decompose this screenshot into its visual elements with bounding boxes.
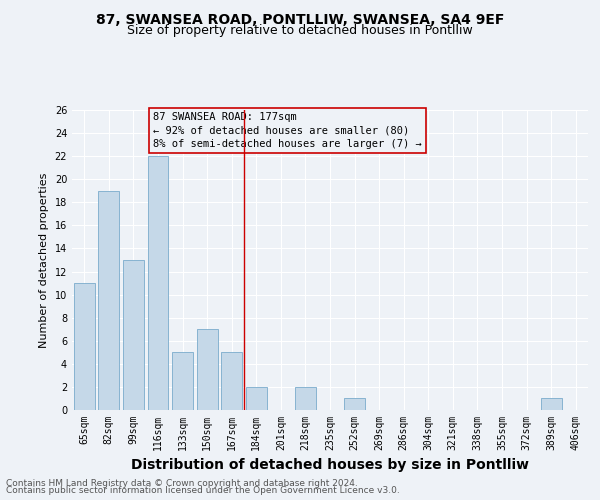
Bar — [123, 260, 144, 410]
Bar — [344, 398, 365, 410]
X-axis label: Distribution of detached houses by size in Pontlliw: Distribution of detached houses by size … — [131, 458, 529, 472]
Bar — [98, 191, 119, 410]
Text: 87 SWANSEA ROAD: 177sqm
← 92% of detached houses are smaller (80)
8% of semi-det: 87 SWANSEA ROAD: 177sqm ← 92% of detache… — [153, 112, 422, 148]
Bar — [246, 387, 267, 410]
Text: Size of property relative to detached houses in Pontlliw: Size of property relative to detached ho… — [127, 24, 473, 37]
Text: Contains HM Land Registry data © Crown copyright and database right 2024.: Contains HM Land Registry data © Crown c… — [6, 478, 358, 488]
Bar — [74, 283, 95, 410]
Text: Contains public sector information licensed under the Open Government Licence v3: Contains public sector information licen… — [6, 486, 400, 495]
Bar — [295, 387, 316, 410]
Bar — [197, 329, 218, 410]
Bar — [221, 352, 242, 410]
Bar — [172, 352, 193, 410]
Bar — [148, 156, 169, 410]
Text: 87, SWANSEA ROAD, PONTLLIW, SWANSEA, SA4 9EF: 87, SWANSEA ROAD, PONTLLIW, SWANSEA, SA4… — [96, 12, 504, 26]
Bar — [541, 398, 562, 410]
Y-axis label: Number of detached properties: Number of detached properties — [39, 172, 49, 348]
